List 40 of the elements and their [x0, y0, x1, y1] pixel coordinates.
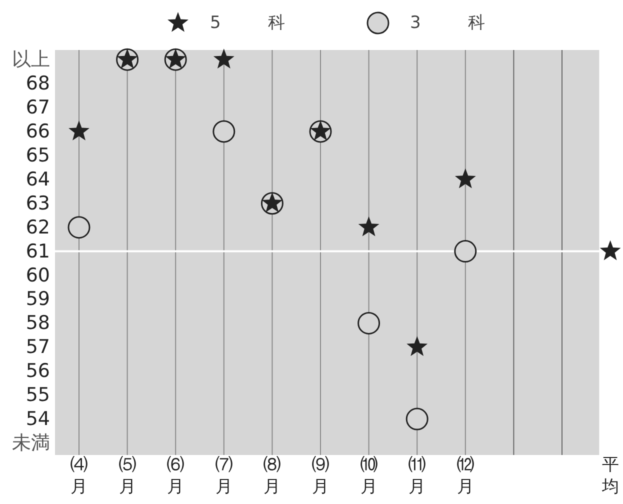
y-tick-label: 56 — [26, 360, 50, 382]
legend-label: 5 科 — [210, 13, 286, 33]
y-tick-label: 以上 — [12, 48, 50, 71]
point — [213, 48, 234, 68]
x-tick-label: ⑻月 — [264, 455, 281, 497]
x-tick-label: ⑸月 — [118, 455, 136, 497]
point — [406, 336, 428, 356]
x-tick-label: ⑹月 — [167, 455, 184, 497]
x-tick-label: ⑺月 — [215, 455, 232, 497]
y-tick-label: 63 — [26, 192, 50, 214]
y-tick-label: 55 — [26, 384, 50, 406]
x-tick-label: ⑷月 — [70, 455, 88, 497]
x-tick-label: ⑽月 — [360, 455, 378, 497]
point — [212, 120, 236, 143]
y-tick-label: 54 — [26, 408, 50, 430]
point — [68, 120, 90, 140]
x-tick-label: ⑾月 — [408, 455, 426, 497]
y-tick-label: 64 — [26, 168, 50, 190]
y-tick-label: 62 — [26, 216, 50, 238]
point — [406, 408, 428, 430]
x-tick-label: ⑿月 — [456, 455, 474, 497]
y-tick-label: 66 — [26, 120, 50, 142]
point — [358, 216, 380, 236]
y-tick-label: 61 — [26, 240, 50, 262]
point — [68, 216, 90, 239]
point — [454, 240, 477, 263]
y-tick-label: 未満 — [12, 432, 50, 454]
x-tick-label: ⑼月 — [312, 455, 329, 497]
y-tick-label: 57 — [26, 336, 50, 358]
y-tick-label: 60 — [26, 264, 50, 286]
y-tick-label: 65 — [26, 144, 50, 166]
y-tick-label: 59 — [26, 288, 50, 310]
y-tick-label: 68 — [26, 72, 50, 95]
y-tick-label: 67 — [26, 96, 50, 119]
point — [358, 312, 380, 334]
y-tick-label: 58 — [26, 312, 50, 334]
point — [600, 240, 621, 260]
point — [454, 168, 476, 188]
x-tick-label: 平均 — [600, 455, 619, 497]
legend-label: 3 科 — [410, 13, 486, 33]
